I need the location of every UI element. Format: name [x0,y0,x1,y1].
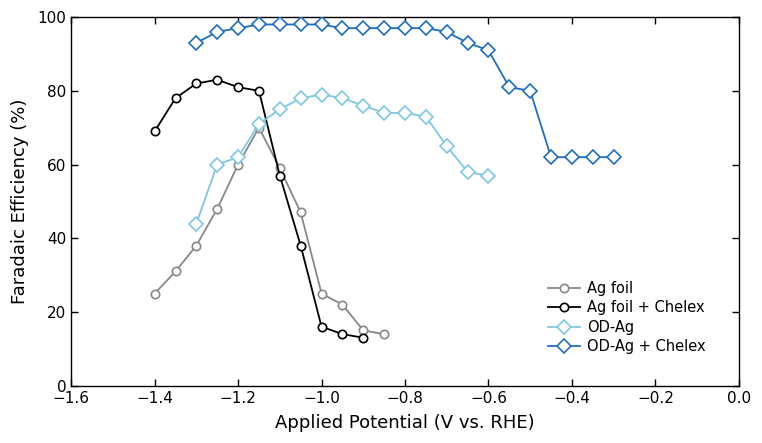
OD-Ag + Chelex [192,40,201,46]
OD-Ag + Chelex [317,22,326,27]
OD-Ag + Chelex [213,29,222,35]
Legend: Ag foil, Ag foil + Chelex, OD-Ag, OD-Ag + Chelex: Ag foil, Ag foil + Chelex, OD-Ag, OD-Ag … [542,275,712,360]
OD-Ag + Chelex [275,22,284,27]
OD-Ag + Chelex [233,26,242,31]
Ag foil [317,291,326,296]
Ag foil + Chelex [213,77,222,82]
Ag foil + Chelex [296,243,306,248]
Ag foil [213,206,222,211]
OD-Ag [317,92,326,97]
OD-Ag [233,155,242,160]
OD-Ag + Chelex [296,22,306,27]
OD-Ag [379,110,389,116]
OD-Ag + Chelex [609,155,618,160]
OD-Ag [421,114,431,119]
Ag foil [171,269,180,274]
Ag foil + Chelex [192,81,201,86]
OD-Ag [442,144,451,149]
Ag foil [359,328,368,333]
Ag foil + Chelex [150,129,159,134]
OD-Ag [275,107,284,112]
Ag foil [192,243,201,248]
OD-Ag [484,173,493,178]
OD-Ag [359,103,368,108]
Ag foil + Chelex [317,324,326,330]
Ag foil [275,166,284,171]
Line: Ag foil: Ag foil [150,124,389,338]
Ag foil [296,210,306,215]
OD-Ag + Chelex [401,26,410,31]
OD-Ag + Chelex [504,85,514,90]
OD-Ag + Chelex [359,26,368,31]
Ag foil + Chelex [255,88,264,93]
OD-Ag + Chelex [546,155,555,160]
Ag foil [379,331,389,337]
OD-Ag [296,96,306,101]
OD-Ag [255,121,264,127]
OD-Ag [338,96,347,101]
Line: OD-Ag + Chelex: OD-Ag + Chelex [191,19,619,162]
Ag foil + Chelex [233,85,242,90]
Ag foil [150,291,159,296]
Ag foil [255,125,264,130]
OD-Ag + Chelex [379,26,389,31]
Line: OD-Ag: OD-Ag [191,89,493,229]
OD-Ag + Chelex [255,22,264,27]
OD-Ag + Chelex [484,48,493,53]
X-axis label: Applied Potential (V vs. RHE): Applied Potential (V vs. RHE) [275,414,535,432]
Y-axis label: Faradaic Efficiency (%): Faradaic Efficiency (%) [11,99,29,304]
Ag foil [233,162,242,167]
OD-Ag + Chelex [421,26,431,31]
OD-Ag + Chelex [442,29,451,35]
OD-Ag + Chelex [463,40,472,46]
OD-Ag [463,169,472,175]
OD-Ag + Chelex [568,155,577,160]
Ag foil + Chelex [171,96,180,101]
Ag foil + Chelex [359,335,368,340]
Line: Ag foil + Chelex: Ag foil + Chelex [150,76,367,342]
OD-Ag [192,221,201,226]
Ag foil [338,302,347,307]
OD-Ag + Chelex [588,155,597,160]
OD-Ag [213,162,222,167]
Ag foil + Chelex [338,331,347,337]
OD-Ag + Chelex [526,88,535,93]
OD-Ag [401,110,410,116]
OD-Ag + Chelex [338,26,347,31]
Ag foil + Chelex [275,173,284,178]
